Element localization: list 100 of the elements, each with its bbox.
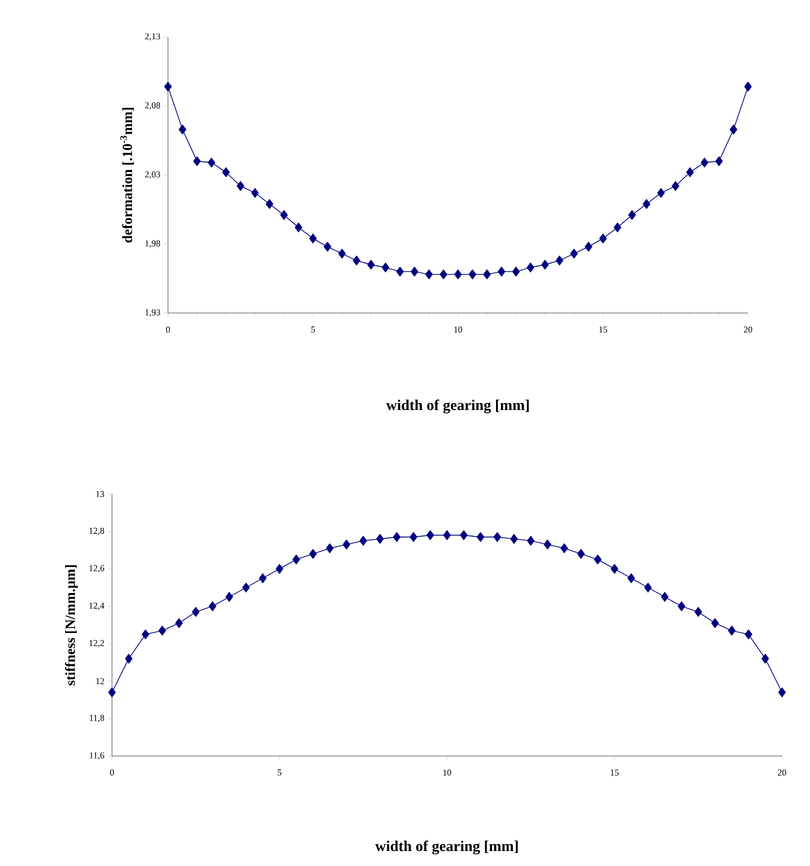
point bbox=[728, 626, 736, 636]
y-axis-title: stiffness [N/mm.µm] bbox=[65, 565, 78, 686]
point bbox=[628, 210, 636, 220]
x-tick-label: 0 bbox=[110, 770, 114, 776]
y-tick-label: 13 bbox=[96, 490, 104, 498]
point bbox=[483, 269, 491, 280]
point bbox=[225, 592, 234, 602]
point bbox=[443, 530, 451, 540]
y-tick-label: 12,4 bbox=[90, 602, 104, 610]
x-tick-label: 20 bbox=[744, 326, 752, 333]
point bbox=[594, 554, 602, 564]
point bbox=[425, 269, 433, 280]
point bbox=[266, 199, 274, 209]
x-axis-title: width of gearing [mm] bbox=[386, 399, 529, 414]
point bbox=[560, 543, 568, 554]
y-tick-label: 1,98 bbox=[146, 240, 160, 248]
y-tick-label: 1,93 bbox=[146, 309, 160, 317]
point bbox=[192, 606, 200, 617]
point bbox=[570, 248, 578, 259]
point bbox=[392, 532, 401, 542]
point bbox=[382, 262, 390, 272]
y-tick-label: 11,6 bbox=[90, 752, 104, 760]
x-tick-label: 20 bbox=[778, 770, 786, 776]
point bbox=[440, 269, 448, 280]
point bbox=[454, 269, 462, 280]
point bbox=[493, 532, 502, 542]
point bbox=[694, 606, 702, 617]
point bbox=[309, 234, 317, 244]
point bbox=[292, 554, 300, 564]
point bbox=[744, 629, 752, 640]
y-tick-label: 12,8 bbox=[90, 528, 104, 536]
x-tick-label: 10 bbox=[454, 326, 462, 333]
x-tick-label: 15 bbox=[599, 326, 608, 333]
point bbox=[280, 210, 288, 220]
point bbox=[175, 618, 183, 628]
point bbox=[242, 582, 250, 592]
point bbox=[526, 536, 535, 546]
point bbox=[761, 654, 770, 664]
y-tick-label: 2,13 bbox=[145, 33, 160, 41]
point bbox=[410, 266, 418, 276]
point bbox=[208, 601, 216, 612]
point bbox=[142, 629, 150, 640]
point bbox=[744, 82, 752, 92]
point bbox=[657, 188, 665, 198]
point bbox=[599, 234, 607, 244]
point bbox=[376, 534, 384, 544]
point bbox=[715, 156, 723, 166]
point bbox=[686, 167, 694, 178]
point bbox=[700, 158, 708, 168]
point bbox=[614, 222, 622, 232]
point bbox=[108, 687, 116, 698]
point bbox=[512, 266, 520, 276]
x-tick-label: 10 bbox=[443, 770, 452, 776]
point bbox=[294, 222, 302, 232]
point bbox=[498, 266, 506, 276]
point bbox=[510, 534, 518, 544]
point bbox=[124, 654, 133, 664]
point bbox=[258, 573, 267, 584]
y-tick-label: 12,2 bbox=[90, 640, 104, 648]
y-tick-label: 12,6 bbox=[90, 565, 104, 573]
point bbox=[251, 188, 259, 198]
point bbox=[338, 248, 346, 259]
y-tick-label: 11,8 bbox=[90, 714, 104, 722]
point bbox=[222, 167, 230, 178]
y-tick-label: 2,08 bbox=[145, 102, 160, 110]
point bbox=[342, 540, 350, 550]
y-tick-label: 12 bbox=[96, 678, 104, 684]
point bbox=[678, 601, 686, 612]
point bbox=[642, 199, 650, 209]
point bbox=[672, 181, 680, 191]
point bbox=[158, 626, 166, 636]
point bbox=[476, 532, 484, 542]
point bbox=[660, 592, 669, 602]
point bbox=[544, 540, 552, 550]
x-tick-label: 15 bbox=[610, 770, 619, 776]
point bbox=[541, 260, 549, 270]
point bbox=[276, 564, 284, 574]
point bbox=[577, 548, 585, 559]
point bbox=[326, 543, 334, 554]
point bbox=[644, 582, 652, 592]
point bbox=[556, 256, 564, 266]
x-tick-label: 0 bbox=[166, 326, 170, 333]
point bbox=[610, 564, 618, 574]
point bbox=[468, 269, 476, 280]
point bbox=[396, 266, 404, 276]
y-tick-label: 2,03 bbox=[145, 171, 160, 179]
point bbox=[178, 124, 186, 134]
point bbox=[164, 82, 172, 92]
point bbox=[236, 181, 244, 191]
point bbox=[193, 156, 201, 166]
point bbox=[352, 256, 360, 266]
x-tick-label: 5 bbox=[311, 326, 315, 333]
point bbox=[324, 242, 332, 252]
point bbox=[309, 548, 317, 559]
point bbox=[359, 536, 368, 546]
point bbox=[730, 124, 738, 134]
point bbox=[711, 618, 719, 628]
y-axis-title: deformation [.10$^{-3}$mm] bbox=[120, 108, 134, 243]
point bbox=[460, 530, 468, 540]
point bbox=[526, 262, 534, 272]
